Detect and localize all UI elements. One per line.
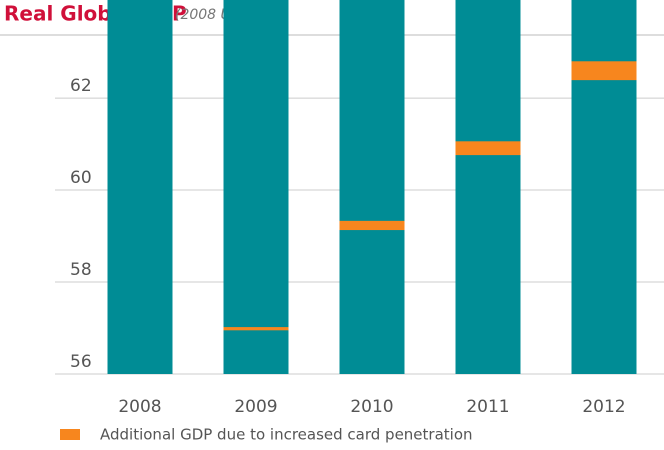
y-tick-label: 62: [70, 76, 92, 96]
x-tick-label: 2009: [234, 397, 277, 417]
bar-segment: [107, 0, 173, 374]
x-tick-label: 2011: [466, 397, 509, 417]
y-tick-label: 60: [70, 168, 92, 188]
bar-segment: [339, 220, 405, 231]
y-tick-label: 58: [70, 260, 92, 280]
bar-segment: [455, 141, 521, 156]
x-tick-label: 2012: [582, 397, 625, 417]
x-tick-label: 2008: [118, 397, 161, 417]
legend-swatch: [60, 429, 80, 440]
legend-label: Additional GDP due to increased card pen…: [100, 426, 473, 444]
y-tick-label: 56: [70, 352, 92, 372]
bar-segment: [223, 0, 289, 374]
bar-segment: [223, 327, 289, 331]
bar-segment: [339, 0, 405, 374]
bar-segment: [455, 0, 521, 374]
bar-segment: [571, 0, 637, 374]
x-tick-label: 2010: [350, 397, 393, 417]
bar-segment: [571, 61, 637, 81]
